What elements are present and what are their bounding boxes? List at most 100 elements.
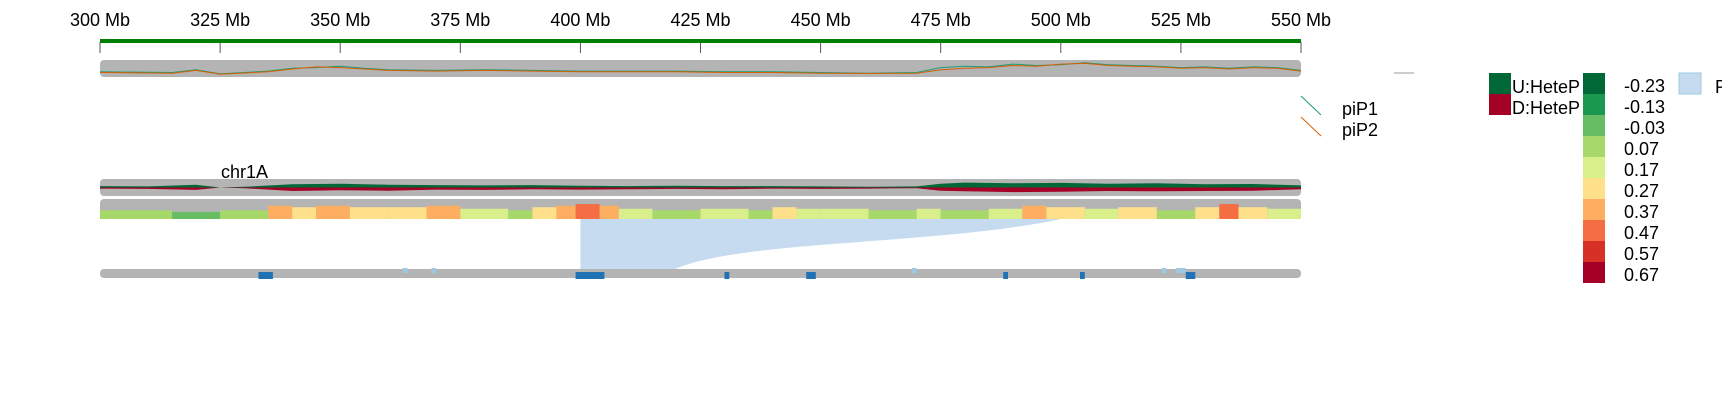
heatmap-cell [1084,208,1119,219]
heatmap-cell [652,210,701,219]
heatmap-cell [292,207,317,219]
x-tick-label: 375 Mb [430,10,490,30]
x-tick-label: 325 Mb [190,10,250,30]
diversity-track [99,60,1302,77]
heatmap-cell [940,210,989,219]
chromosome-label: chr1A [221,162,268,182]
legend-label-piP2: piP2 [1342,120,1378,140]
series-line-piP1 [99,62,1302,75]
heatmap-cell [700,208,749,219]
x-tick-label: 300 Mb [70,10,130,30]
heatmap-cell [349,207,389,219]
heatmap-cell [916,208,941,219]
region-mark [806,272,816,279]
heatmap-cell [599,205,619,219]
scale-swatch [1583,73,1605,94]
heatmap-cell [1156,210,1196,219]
heatmap-cell [1219,204,1239,219]
position-axis: 300 Mb 325 Mb 350 Mb 375 Mb 400 Mb 425 Mb 450 … [70,10,1331,53]
heatmap-cell [172,211,221,219]
scale-label: -0.13 [1624,97,1665,117]
fst-heatmap-track [100,199,1301,219]
heatmap-cell [388,207,427,219]
scale-swatch [1583,157,1605,178]
scale-swatch [1583,178,1605,199]
heatmap-cell [100,210,173,219]
scale-label: 0.57 [1624,244,1659,264]
x-tick-label: 475 Mb [911,10,971,30]
region-mark [911,268,917,273]
scale-swatch [1583,136,1605,157]
heatmap-cell [988,208,1023,219]
diversity-track-background [100,60,1301,77]
scale-label: 0.07 [1624,139,1659,159]
area-down-heterozygosity [100,187,1301,193]
region-mark [724,272,730,279]
x-tick-label: 525 Mb [1151,10,1211,30]
scale-swatch [1583,115,1605,136]
heterozygosity-track [100,179,1301,196]
region-mark [431,268,437,273]
regions-legend: R [1678,72,1722,97]
region-mark [1080,272,1085,279]
fst-color-scale: -0.23-0.13-0.030.070.170.270.370.470.570… [1583,73,1665,285]
scale-label: 0.27 [1624,181,1659,201]
scale-label: 0.37 [1624,202,1659,222]
scale-label: 0.67 [1624,265,1659,285]
legend-label-region: R [1715,77,1722,97]
heatmap-cell [268,205,293,219]
scale-label: 0.17 [1624,160,1659,180]
regions-track [100,268,1301,279]
legend-swatch-piP2 [1300,116,1322,137]
heatmap-cell [575,204,600,219]
region-mark [1161,268,1167,273]
heatmap-cell [1238,207,1268,219]
x-tick-label: 500 Mb [1031,10,1091,30]
x-tick-label: 550 Mb [1271,10,1331,30]
region-mark [575,272,605,279]
legend-swatch-down [1489,94,1511,115]
x-tick-label: 450 Mb [791,10,851,30]
area-up-heterozygosity [100,182,1301,188]
scale-label: -0.03 [1624,118,1665,138]
legend-swatch-piP1 [1300,95,1322,116]
heatmap-cell [868,210,917,219]
heatmap-cell [1046,207,1085,219]
heatmap-cell [508,210,533,219]
heterozygosity-legend: U:HeteP D:HeteP [1489,73,1580,118]
heatmap-cell [460,208,509,219]
heatmap-cell [1267,208,1301,219]
legend-swatch-region [1678,72,1702,95]
scale-swatch [1583,262,1605,283]
heatmap-cell [1195,207,1220,219]
x-tick-label: 400 Mb [550,10,610,30]
heatmap-cell [796,208,821,219]
region-link [580,219,1061,269]
scale-swatch [1583,241,1605,262]
scale-swatch [1583,94,1605,115]
x-tick-label: 350 Mb [310,10,370,30]
region-mark [258,272,273,279]
heatmap-cell [1022,205,1047,219]
region-mark [402,268,408,273]
regions-track-background [100,269,1301,278]
heatmap-cell [426,205,461,219]
region-mark [1185,272,1196,279]
x-tick-label: 425 Mb [670,10,730,30]
legend-label-down: D:HeteP [1512,98,1580,118]
scale-label: 0.47 [1624,223,1659,243]
scale-swatch [1583,199,1605,220]
heatmap-cell [1118,207,1157,219]
heatmap-cell [820,208,869,219]
legend-label-up: U:HeteP [1512,77,1580,97]
heatmap-cell [532,207,557,219]
heatmap-cell [220,210,269,219]
scale-swatch [1583,220,1605,241]
heatmap-cell [748,210,773,219]
series-line-piP2 [99,62,1302,75]
heatmap-cell [772,207,797,219]
heatmap-cell [556,205,576,219]
legend-label-piP1: piP1 [1342,99,1378,119]
region-mark [1003,272,1008,279]
